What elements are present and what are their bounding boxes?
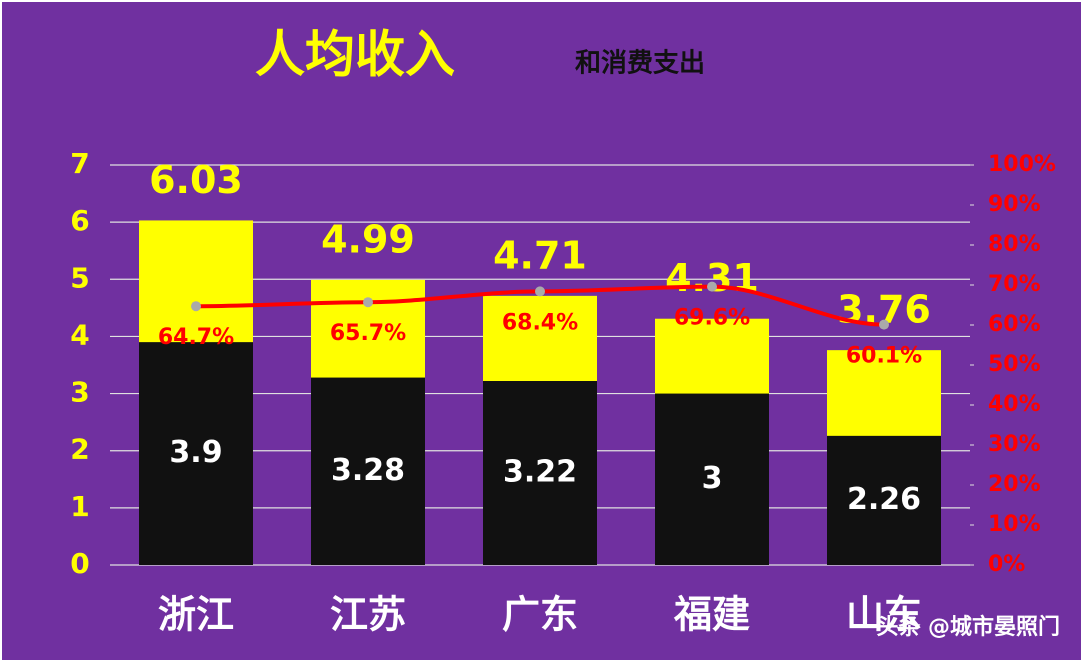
x-tick-label: 江苏 — [330, 593, 406, 637]
value-label: 4.31 — [665, 256, 759, 300]
y-tick-label: 3 — [70, 376, 89, 409]
y-tick-label: 2 — [70, 433, 89, 466]
y-tick-label: 6 — [70, 204, 89, 237]
bar — [655, 393, 769, 565]
y-tick-label: 1 — [70, 490, 89, 523]
line-point — [707, 281, 717, 292]
y2-tick-label: 90% — [988, 192, 1041, 217]
line-point — [191, 301, 201, 312]
bar — [483, 381, 597, 565]
value-label: 69.6% — [674, 306, 750, 331]
value-label: 3.28 — [331, 453, 405, 488]
y2-tick-label: 70% — [988, 272, 1041, 297]
value-label: 3.22 — [503, 455, 577, 490]
y2-tick-label: 0% — [988, 552, 1025, 577]
y-tick-label: 5 — [70, 261, 89, 294]
y2-tick-label: 40% — [988, 392, 1041, 417]
value-label: 4.71 — [493, 233, 587, 277]
value-label: 60.1% — [846, 344, 922, 369]
y2-tick-label: 50% — [988, 352, 1041, 377]
value-label: 3.9 — [169, 435, 222, 470]
value-label: 64.7% — [158, 325, 234, 350]
line-point — [879, 319, 889, 330]
y2-tick-label: 60% — [988, 312, 1041, 337]
chart-title: 人均收入 — [255, 26, 455, 84]
value-label: 68.4% — [502, 310, 578, 335]
value-label: 6.03 — [149, 158, 243, 202]
chart-subtitle: 和消费支出 — [575, 49, 705, 79]
line-point — [363, 297, 373, 308]
y2-tick-label: 80% — [988, 232, 1041, 257]
y-tick-label: 7 — [70, 147, 89, 180]
value-label: 65.7% — [330, 321, 406, 346]
y2-tick-label: 30% — [988, 432, 1041, 457]
y2-tick-label: 100% — [988, 152, 1056, 177]
x-tick-label: 福建 — [673, 593, 750, 637]
x-tick-label: 山东 — [846, 593, 922, 637]
bar — [311, 377, 425, 565]
y2-tick-label: 10% — [988, 512, 1041, 537]
watermark: 头条 @城市晏照门 — [876, 614, 1060, 640]
y2-tick-label: 20% — [988, 472, 1041, 497]
x-tick-label: 广东 — [502, 593, 578, 637]
value-label: 4.99 — [321, 217, 415, 261]
bar — [139, 342, 253, 565]
value-label: 2.26 — [847, 482, 921, 517]
value-label: 3 — [702, 461, 723, 496]
line-point — [535, 286, 545, 297]
y-tick-label: 0 — [70, 547, 89, 580]
y-tick-label: 4 — [70, 318, 89, 351]
bar — [827, 435, 941, 565]
x-tick-label: 浙江 — [158, 593, 234, 637]
